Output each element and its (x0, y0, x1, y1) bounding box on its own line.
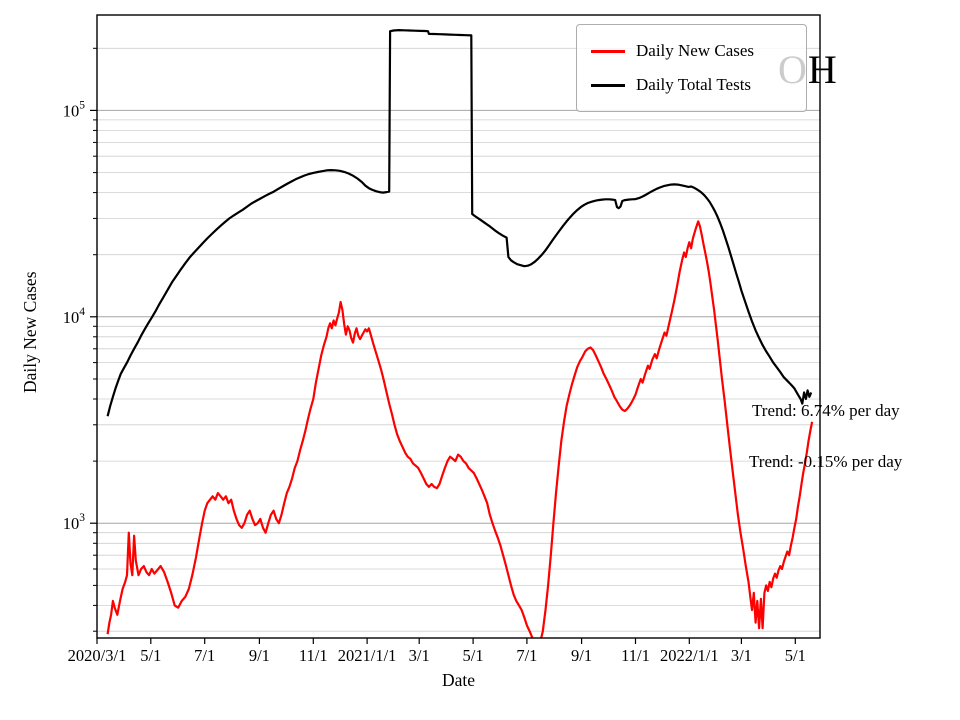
legend-label-tests: Daily Total Tests (636, 75, 752, 94)
x-axis-title: Date (441, 670, 476, 690)
x-tick-label: 9/1 (571, 646, 592, 665)
x-tick-label: 2022/1/1 (660, 646, 719, 665)
x-tick-label: 3/1 (731, 646, 752, 665)
plot-border (96, 14, 821, 639)
x-tick-label: 5/1 (140, 646, 161, 665)
x-tick-label: 11/1 (621, 646, 650, 665)
x-tick-label: 7/1 (516, 646, 537, 665)
series-line-daily-new-cases (106, 220, 814, 638)
legend-line-cases-icon (591, 49, 625, 53)
x-tick-label: 2020/3/1 (68, 646, 127, 665)
legend-label-cases: Daily New Cases (636, 41, 755, 60)
series-line-daily-total-tests (106, 29, 813, 417)
legend-line-tests-icon (591, 83, 625, 87)
y-axis-title: Daily New Cases (20, 271, 40, 393)
y-tick-label: 105 (63, 99, 86, 120)
x-tick-label: 9/1 (249, 646, 270, 665)
x-tick-label: 11/1 (299, 646, 328, 665)
legend-entry-tests: Daily Total Tests (577, 68, 806, 102)
x-tick-label: 3/1 (409, 646, 430, 665)
legend: Daily New Cases Daily Total Tests (576, 24, 807, 112)
x-tick-label: 7/1 (194, 646, 215, 665)
y-tick-label: 103 (63, 512, 86, 533)
x-tick-label: 2021/1/1 (338, 646, 397, 665)
x-tick-label: 5/1 (463, 646, 484, 665)
x-tick-label: 5/1 (785, 646, 806, 665)
y-tick-label: 104 (63, 306, 86, 327)
legend-entry-cases: Daily New Cases (577, 34, 806, 68)
trend-annotation-cases: Trend: 6.74% per day (752, 401, 900, 420)
trend-annotation-tests: Trend: -0.15% per day (749, 452, 903, 471)
